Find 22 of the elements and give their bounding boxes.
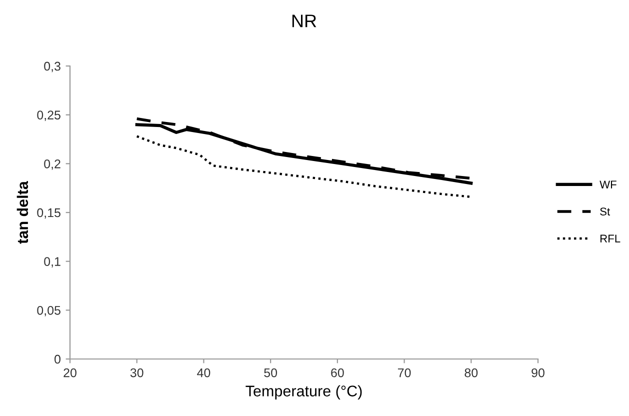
y-tick-label: 0 bbox=[54, 354, 60, 364]
y-axis-title: tan delta bbox=[16, 180, 28, 244]
legend-label: St bbox=[600, 208, 610, 216]
x-tick-label: 70 bbox=[398, 368, 411, 378]
legend-label: RFL bbox=[600, 234, 620, 242]
x-tick-label: 40 bbox=[197, 368, 210, 378]
x-axis-title: Temperature (°C) bbox=[246, 385, 362, 400]
x-tick-label: 80 bbox=[464, 368, 478, 378]
y-tick-label: 0,05 bbox=[37, 306, 60, 316]
x-tick-label: 20 bbox=[64, 368, 76, 378]
x-tick-label: 90 bbox=[532, 368, 544, 378]
y-tick-label: 0,3 bbox=[44, 62, 60, 72]
y-tick-label: 0,15 bbox=[37, 208, 60, 219]
chart-title: NR bbox=[292, 14, 316, 28]
line-series bbox=[136, 135, 472, 198]
y-tick-label: 0,2 bbox=[44, 159, 60, 170]
y-tick-label: 0,1 bbox=[44, 257, 60, 268]
x-tick-label: 30 bbox=[130, 368, 144, 378]
legend-label: WF bbox=[600, 180, 616, 188]
x-tick-label: 50 bbox=[264, 368, 278, 378]
y-tick-label: 0,25 bbox=[37, 110, 60, 121]
x-tick-label: 60 bbox=[331, 368, 344, 378]
